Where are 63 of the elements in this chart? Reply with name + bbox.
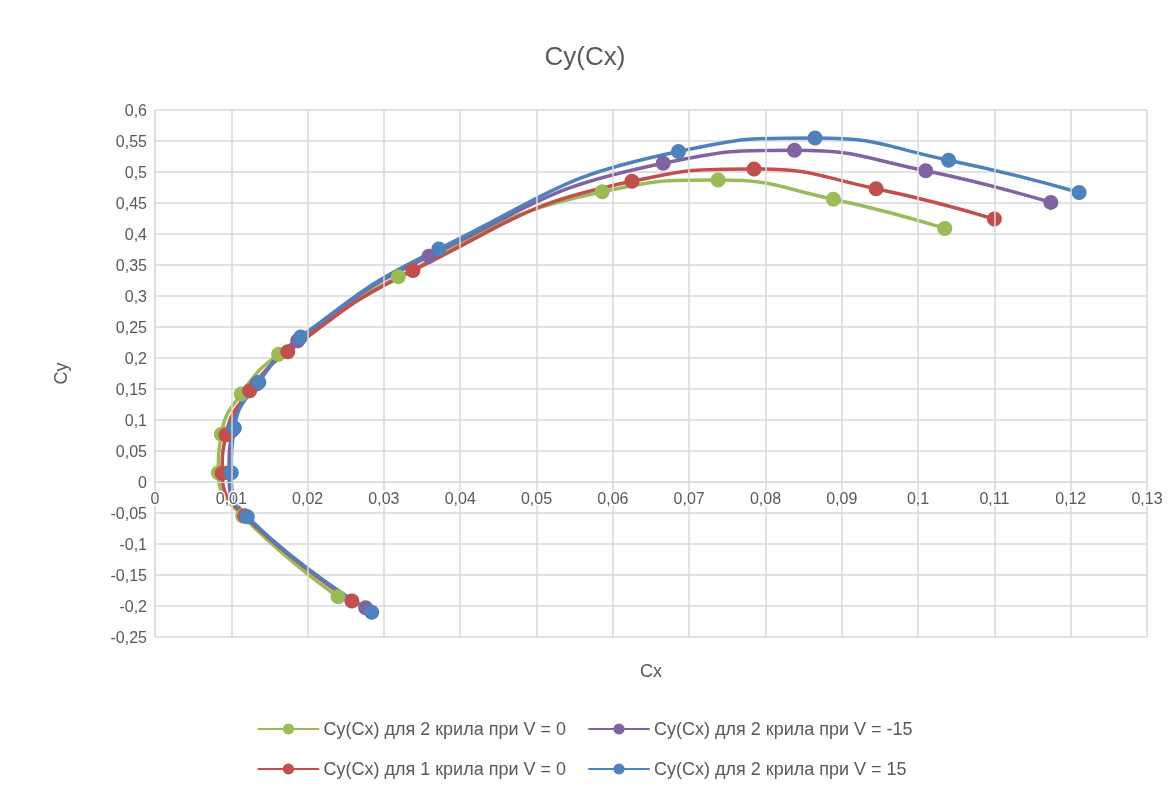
y-tick-label: 0,15: [115, 380, 148, 398]
point: [746, 161, 762, 177]
x-tick-label: 0,02: [292, 489, 324, 507]
x-tick-label: 0: [150, 489, 160, 507]
y-tick-label: 0: [138, 473, 148, 491]
x-tick-label: 0,13: [1131, 489, 1163, 507]
point: [330, 589, 346, 605]
x-tick-label: 0,11: [979, 489, 1010, 507]
point: [868, 181, 884, 197]
x-tick-label: 0,08: [749, 489, 782, 507]
x-tick-label: 0,12: [1055, 489, 1087, 507]
point: [825, 191, 841, 207]
legend-label: Cy(Cx) для 2 крила при V = 0: [323, 719, 567, 739]
point: [594, 184, 610, 200]
point: [655, 155, 671, 171]
y-tick-label: 0,6: [124, 101, 148, 119]
point: [242, 383, 258, 399]
point: [710, 172, 726, 188]
y-tick-label: 0,1: [124, 411, 148, 429]
y-tick-label: 0,55: [115, 132, 148, 150]
point: [405, 263, 421, 279]
point: [670, 144, 686, 160]
y-tick-label: 0,05: [115, 442, 148, 460]
y-axis-title: Cy: [51, 362, 71, 385]
x-tick-label: 0,07: [673, 489, 705, 507]
x-tick-label: 0,1: [906, 489, 930, 507]
point: [937, 220, 953, 236]
y-tick-label: 0,45: [115, 194, 148, 212]
point: [1071, 184, 1087, 200]
point: [786, 142, 802, 158]
point: [344, 593, 360, 609]
legend-label: Cy(Cx) для 2 крила при V = 15: [654, 759, 907, 779]
legend-label: Cy(Cx) для 1 крила при V = 0: [323, 759, 567, 779]
chart-title: Cy(Cx): [544, 41, 626, 71]
x-axis-title: Cx: [640, 661, 662, 681]
y-tick-label: 0,35: [115, 256, 148, 274]
y-tick-label: -0,05: [110, 504, 148, 522]
point: [280, 344, 296, 360]
x-tick-label: 0,03: [368, 489, 400, 507]
point: [390, 269, 406, 285]
y-tick-label: 0,3: [124, 287, 148, 305]
y-tick-label: -0,25: [110, 628, 148, 646]
x-tick-label: 0,09: [826, 489, 858, 507]
point: [293, 329, 309, 345]
y-tick-label: -0,1: [119, 535, 148, 553]
point: [807, 130, 823, 146]
y-tick-label: 0,25: [115, 318, 148, 336]
point: [918, 163, 934, 179]
y-tick-label: -0,2: [119, 597, 148, 615]
y-tick-label: 0,2: [124, 349, 148, 367]
point: [421, 248, 437, 264]
y-tick-label: 0,5: [124, 163, 148, 181]
y-tick-label: 0,4: [124, 225, 148, 243]
y-tick-label: -0,15: [110, 566, 148, 584]
point: [941, 152, 957, 168]
point: [431, 241, 447, 257]
point: [364, 604, 380, 620]
legend-label: Cy(Cx) для 2 крила при V = -15: [654, 719, 913, 739]
x-tick-label: 0,06: [597, 489, 629, 507]
x-tick-label: 0,05: [520, 489, 553, 507]
x-tick-label: 0,04: [444, 489, 476, 507]
point: [624, 173, 640, 189]
point: [1043, 194, 1059, 210]
